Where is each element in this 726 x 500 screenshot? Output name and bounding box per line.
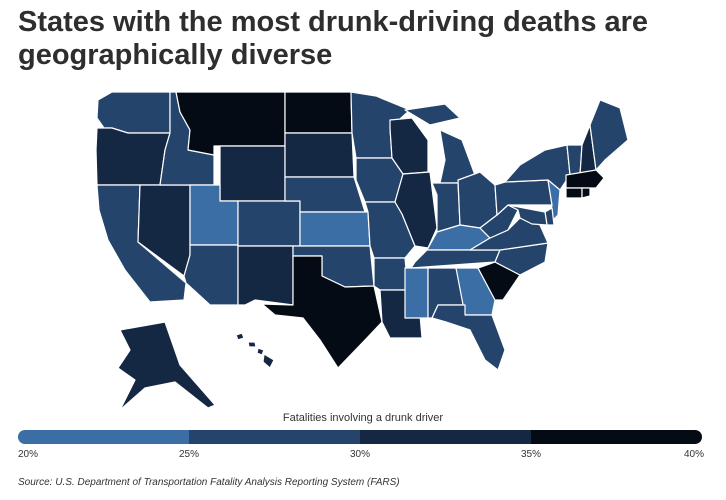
state-nm xyxy=(237,245,294,306)
legend-title: Fatalities involving a drunk driver xyxy=(282,412,444,424)
legend-bin-3 xyxy=(360,430,531,444)
state-ct xyxy=(565,187,583,199)
legend-tick: 25% xyxy=(179,449,200,460)
legend-tick: 30% xyxy=(350,449,371,460)
state-or xyxy=(95,127,171,186)
state-sd xyxy=(284,132,355,178)
legend-ticks: 20% 25% 30% 35% 40% xyxy=(0,449,726,463)
state-ar xyxy=(373,257,409,291)
state-ri xyxy=(581,187,591,199)
legend-bin-4 xyxy=(531,430,702,444)
legend-color-bar xyxy=(18,430,702,444)
state-wy xyxy=(219,145,286,202)
state-ma xyxy=(565,169,605,189)
legend-tick: 20% xyxy=(18,449,39,460)
source-note: Source: U.S. Department of Transportatio… xyxy=(18,477,400,488)
state-sc xyxy=(477,261,521,301)
state-tx xyxy=(261,255,383,369)
us-choropleth-map xyxy=(95,91,629,411)
state-md xyxy=(507,204,548,226)
state-ks xyxy=(299,211,371,247)
legend-bin-1 xyxy=(18,430,189,444)
state-me xyxy=(589,99,629,171)
state-ms xyxy=(404,267,429,319)
state-nd xyxy=(284,91,353,134)
state-wa xyxy=(96,91,171,134)
legend-tick: 40% xyxy=(684,449,705,460)
state-ak xyxy=(117,321,216,411)
state-hi xyxy=(235,332,275,369)
state-az xyxy=(183,244,239,306)
legend-bin-2 xyxy=(189,430,360,444)
state-nc xyxy=(494,242,549,276)
page-title: States with the most drunk-driving death… xyxy=(18,6,649,71)
legend-tick: 35% xyxy=(521,449,542,460)
state-co xyxy=(237,200,301,247)
state-fl xyxy=(431,304,506,371)
state-il xyxy=(394,171,438,249)
